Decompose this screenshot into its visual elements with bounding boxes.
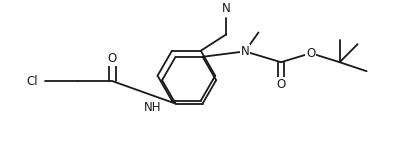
Text: NH: NH xyxy=(144,101,162,114)
Text: Cl: Cl xyxy=(26,75,38,88)
Text: N: N xyxy=(240,45,249,58)
Text: N: N xyxy=(222,2,230,15)
Text: O: O xyxy=(306,47,315,60)
Text: O: O xyxy=(108,52,117,65)
Text: O: O xyxy=(276,78,286,91)
